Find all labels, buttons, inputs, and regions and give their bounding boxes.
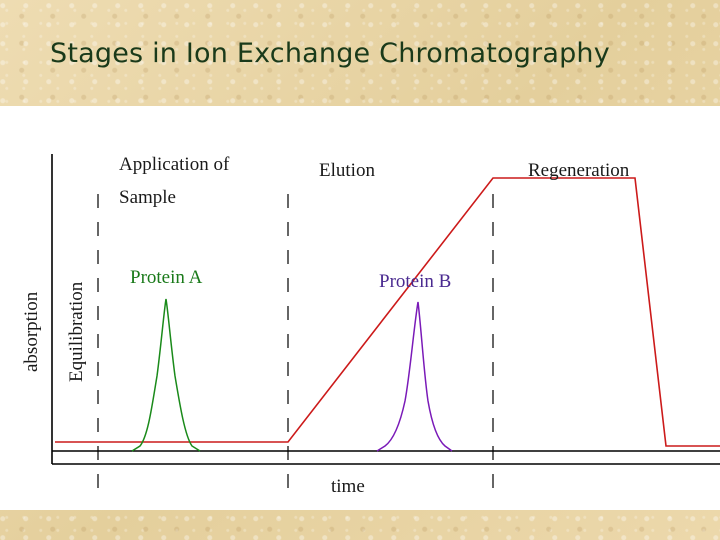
peak-protein-a: [131, 298, 201, 452]
peak-protein-b: [376, 301, 453, 452]
stage-label-application-line-1: Application of: [119, 154, 230, 175]
peak-label-protein-b: Protein B: [379, 271, 451, 292]
x-axis-label: time: [331, 476, 365, 497]
stage-label-equilibration: Equilibration: [66, 281, 87, 382]
slide-title: Stages in Ion Exchange Chromatography: [50, 38, 610, 69]
y-axis-label: absorption: [21, 291, 42, 372]
stage-label-elution: Elution: [319, 160, 375, 181]
stage-label-application-line-2: Sample: [119, 187, 176, 208]
chromatogram-svg: absorption Equilibration Application of …: [21, 154, 720, 497]
peak-label-protein-a: Protein A: [130, 267, 203, 288]
gradient-line: [55, 177, 720, 447]
stage-label-regeneration: Regeneration: [528, 160, 630, 181]
chromatography-figure: absorption Equilibration Application of …: [0, 106, 720, 510]
